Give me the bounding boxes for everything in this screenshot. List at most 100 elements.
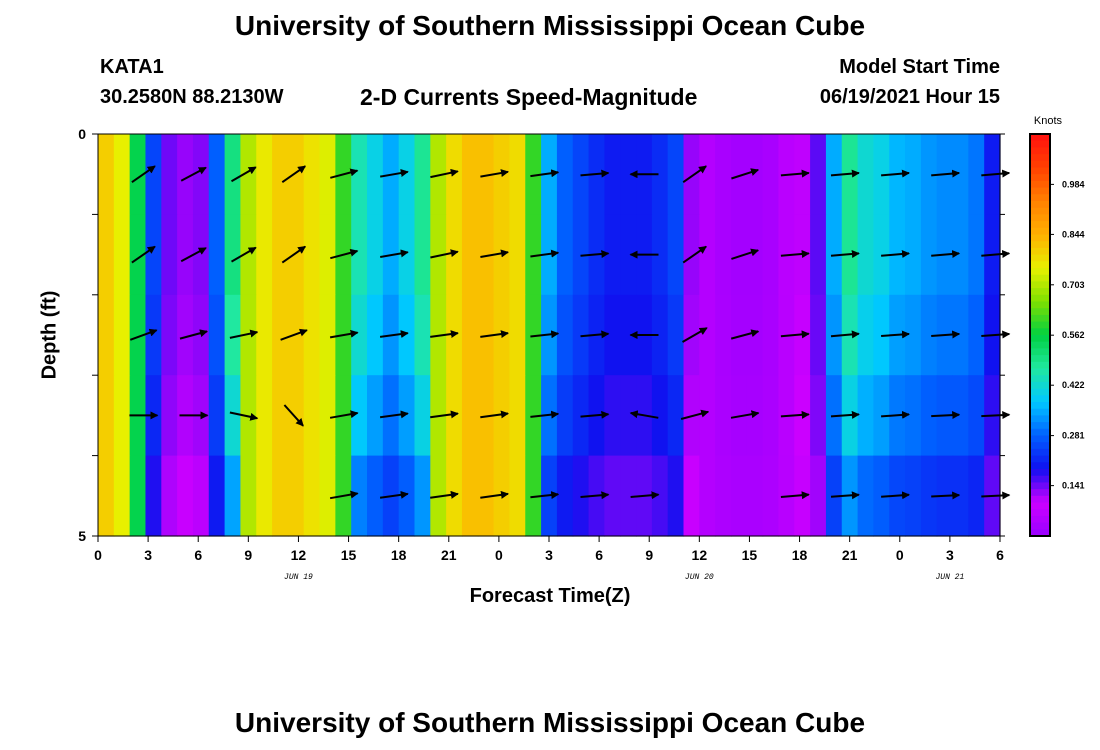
colorbar-segment	[1030, 281, 1050, 289]
x-tick-label: 0	[896, 547, 904, 563]
x-tick-label: 0	[94, 547, 102, 563]
current-vector-arrow	[480, 330, 509, 339]
heatmap-cell	[208, 134, 226, 215]
heatmap-cell	[208, 455, 226, 537]
heatmap-cell	[272, 214, 289, 296]
heatmap-cell	[857, 455, 874, 537]
heatmap-cell	[98, 134, 115, 215]
heatmap-cell	[952, 455, 969, 537]
x-tick-label: 12	[692, 547, 708, 563]
heatmap-cell	[272, 375, 289, 457]
current-vector-arrow	[931, 169, 961, 178]
heatmap-cell	[509, 134, 526, 215]
heatmap-cell	[303, 214, 321, 296]
heatmap-cell	[762, 134, 780, 215]
heatmap-cell	[905, 294, 922, 376]
colorbar-tick-label: 0.984	[1062, 179, 1085, 189]
heatmap-cell	[968, 134, 985, 215]
heatmap-cell	[319, 214, 336, 296]
heatmap-cell	[398, 375, 416, 457]
heatmap-cell	[367, 134, 384, 215]
heatmap-cell	[287, 375, 305, 457]
heatmap-cell	[730, 294, 748, 376]
heatmap-cell	[857, 214, 874, 296]
heatmap-cell	[177, 214, 194, 296]
heatmap-cell	[857, 375, 874, 457]
heatmap-cell	[256, 455, 273, 537]
colorbar-segment	[1030, 529, 1050, 537]
heatmap-cell	[857, 294, 874, 376]
colorbar-segment	[1030, 395, 1050, 403]
x-tick-label: 6	[996, 547, 1004, 563]
current-vector-arrow	[179, 329, 208, 340]
current-vector-arrow	[780, 250, 810, 258]
heatmap-cell	[351, 214, 368, 296]
x-tick-label: 0	[495, 547, 503, 563]
colorbar-unit-label: Knots	[1034, 115, 1063, 127]
heatmap-cell	[256, 294, 273, 376]
colorbar-segment	[1030, 375, 1050, 383]
current-vector-arrow	[430, 249, 459, 259]
current-vector-arrow	[281, 165, 307, 184]
heatmap-cell	[699, 294, 716, 376]
heatmap-cell	[256, 214, 273, 296]
heatmap-cell	[968, 294, 985, 376]
current-vector-arrow	[430, 490, 459, 499]
current-vector-arrow	[981, 330, 1011, 339]
colorbar-segment	[1030, 201, 1050, 209]
colorbar-segment	[1030, 167, 1050, 175]
colorbar-segment	[1030, 194, 1050, 202]
current-vector-arrow	[682, 327, 708, 343]
station-id: KATA1	[100, 56, 164, 78]
current-vector-arrow	[379, 410, 409, 419]
heatmap-cell	[968, 455, 985, 537]
colorbar-segment	[1030, 174, 1050, 182]
colorbar-segment	[1030, 147, 1050, 155]
heatmap-cell	[113, 134, 131, 215]
colorbar-segment	[1030, 361, 1050, 370]
current-vector-arrow	[580, 169, 610, 178]
heatmap-cell	[952, 214, 969, 296]
current-vector-arrow	[480, 249, 509, 258]
current-vector-arrow	[229, 411, 259, 421]
colorbar-segment	[1030, 154, 1050, 162]
heatmap-cell	[161, 134, 178, 215]
heatmap-cell	[556, 455, 574, 537]
heatmap-cell	[556, 294, 574, 376]
heatmap-cell	[303, 134, 321, 215]
heatmap-cell	[730, 214, 748, 296]
heatmap-cell	[319, 455, 336, 537]
current-vector-arrow	[580, 491, 610, 500]
current-vector-arrow	[682, 245, 707, 264]
heatmap-cell	[351, 375, 368, 457]
current-vector-arrow	[630, 491, 660, 500]
heatmap-cell	[351, 455, 368, 537]
current-vector-arrow	[530, 249, 560, 258]
x-tick-label: 3	[545, 547, 553, 563]
heatmap-cell	[414, 375, 431, 457]
colorbar-segment	[1030, 495, 1050, 504]
heatmap-cell	[667, 214, 685, 296]
date-label: JUN 21	[935, 573, 964, 582]
heatmap-cell	[762, 214, 780, 296]
colorbar-segment	[1030, 475, 1050, 483]
heatmap-cell	[683, 134, 700, 215]
current-vector-arrow	[480, 490, 509, 499]
current-vector-arrow	[981, 250, 1011, 258]
heatmap-cell	[287, 134, 305, 215]
current-vector-arrow	[629, 410, 659, 419]
current-vector-arrow	[931, 330, 961, 339]
colorbar-segment	[1030, 241, 1050, 249]
current-vector-arrow	[430, 410, 459, 419]
current-vector-arrow	[830, 410, 860, 419]
current-vector-arrow	[931, 250, 961, 258]
colorbar-segment	[1030, 402, 1050, 410]
heatmap-cell	[272, 134, 289, 215]
current-vector-arrow	[283, 404, 304, 427]
current-vector-arrow	[731, 248, 760, 260]
colorbar-tick-label: 0.562	[1062, 330, 1085, 340]
heatmap-cell	[367, 294, 384, 376]
current-vector-arrow	[780, 169, 810, 178]
heatmap-cell	[620, 294, 637, 376]
